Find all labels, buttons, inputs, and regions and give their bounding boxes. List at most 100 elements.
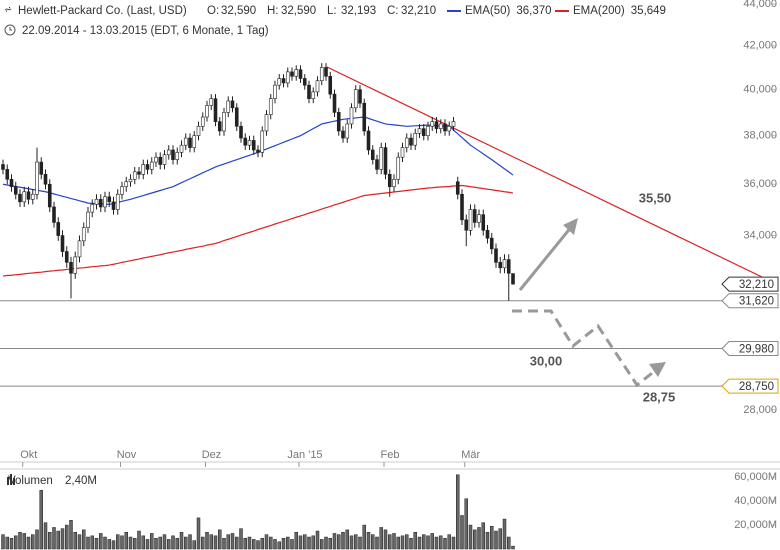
candle-body <box>132 171 137 180</box>
candle-body <box>35 161 39 195</box>
candle-body <box>375 159 379 170</box>
candle-body <box>311 91 316 99</box>
volume-bar <box>94 537 99 550</box>
level-label: 31,620 <box>739 296 774 308</box>
volume-bar <box>307 536 311 550</box>
candle-body <box>52 206 56 223</box>
volume-bar <box>281 537 286 550</box>
volume-bar <box>349 535 354 550</box>
volume-bar <box>150 533 154 550</box>
chart-icon: ⩫ <box>4 5 12 16</box>
volume-bar <box>99 533 103 550</box>
y-tick-label: 44,000 <box>743 0 777 10</box>
volume-last: 2,40M <box>65 475 97 487</box>
volume-bar <box>184 536 188 550</box>
candle-body <box>222 112 226 132</box>
level-box <box>721 341 779 357</box>
volume-bar <box>273 539 277 550</box>
dashed-path <box>512 309 657 388</box>
volume-bar <box>218 529 222 550</box>
candle-body <box>285 71 290 84</box>
candle-body <box>39 161 44 175</box>
candle-body <box>243 137 248 146</box>
volume-bar <box>303 534 307 550</box>
candle-body <box>111 201 116 210</box>
volume-bar <box>379 527 383 550</box>
candle-body <box>502 259 507 269</box>
candle-body <box>217 121 222 132</box>
candle-body <box>281 78 286 84</box>
volume-bar <box>77 534 82 550</box>
candle-body <box>115 193 120 210</box>
x-tick-label: Okt <box>20 449 37 461</box>
volume-bar <box>400 535 405 550</box>
candle-body <box>494 248 498 263</box>
volume-bar <box>201 536 205 550</box>
volume-bar <box>86 536 90 550</box>
volume-bar <box>252 539 256 550</box>
volume-bar <box>209 534 213 550</box>
volume-bar <box>328 537 332 550</box>
volume-bar <box>141 535 145 550</box>
candle-body <box>332 93 337 113</box>
volume-bar <box>477 527 481 550</box>
volume-bar <box>460 515 464 550</box>
candle-body <box>149 161 154 170</box>
volume-bar <box>137 530 141 550</box>
volume-bar <box>434 536 439 550</box>
candle-body <box>366 130 371 151</box>
candle-body <box>396 156 401 180</box>
volume-bar <box>366 531 371 550</box>
candle-body <box>472 209 477 223</box>
candle-body <box>141 164 146 175</box>
candle-body <box>247 140 252 146</box>
volume-bar <box>48 531 52 550</box>
candle-body <box>264 114 269 132</box>
candle-body <box>421 128 426 136</box>
volume-bar <box>413 531 417 550</box>
volume-bar <box>341 531 345 550</box>
volume-bar <box>345 529 349 550</box>
volume-bar <box>439 535 443 550</box>
volume-bar <box>354 534 358 550</box>
legend-value: 36,370 <box>516 5 551 17</box>
candle-body <box>239 125 243 139</box>
volume-bar <box>90 535 94 550</box>
candle-body <box>81 227 86 242</box>
quote-key: O: <box>207 5 219 17</box>
candle-body <box>404 137 409 148</box>
x-tick-label: Mär <box>461 449 480 461</box>
chart-subtitle: 22.09.2014 - 13.03.2015 (EDT, 6 Monate, … <box>22 25 269 37</box>
volume-bar <box>485 531 490 550</box>
y-tick-label: 42,000 <box>743 40 777 52</box>
candle-body <box>485 229 490 239</box>
quote-value: 32,590 <box>281 5 316 17</box>
volume-bar <box>52 527 56 550</box>
volume-bar <box>175 537 179 550</box>
volume-bar <box>358 536 362 550</box>
candle-body <box>64 251 69 263</box>
volume-bar <box>239 528 243 550</box>
price-box <box>721 276 779 292</box>
level-label: 29,980 <box>739 344 774 356</box>
candle-body <box>409 137 413 146</box>
candle-body <box>86 211 90 228</box>
y-tick-label: 20,000M <box>734 519 777 531</box>
volume-bar <box>1 534 5 550</box>
annotation: 28,75 <box>643 389 676 404</box>
volume-bar <box>290 539 294 550</box>
level-box <box>721 293 779 309</box>
legend-label: EMA(200) <box>573 5 625 17</box>
volume-bar <box>511 545 515 550</box>
candle-body <box>145 164 150 170</box>
candle-body <box>94 199 99 205</box>
volume-bar <box>111 540 116 550</box>
arrow-head <box>649 362 666 377</box>
volume-bar <box>294 531 298 550</box>
volume-bar <box>222 537 226 550</box>
volume-bar <box>22 533 26 550</box>
header: ⩫ Hewlett-Packard Co. (Last, USD) 22.09.… <box>4 5 269 37</box>
volume-bar <box>332 533 337 550</box>
volume-bar <box>383 529 388 550</box>
volume-bar <box>315 530 320 550</box>
